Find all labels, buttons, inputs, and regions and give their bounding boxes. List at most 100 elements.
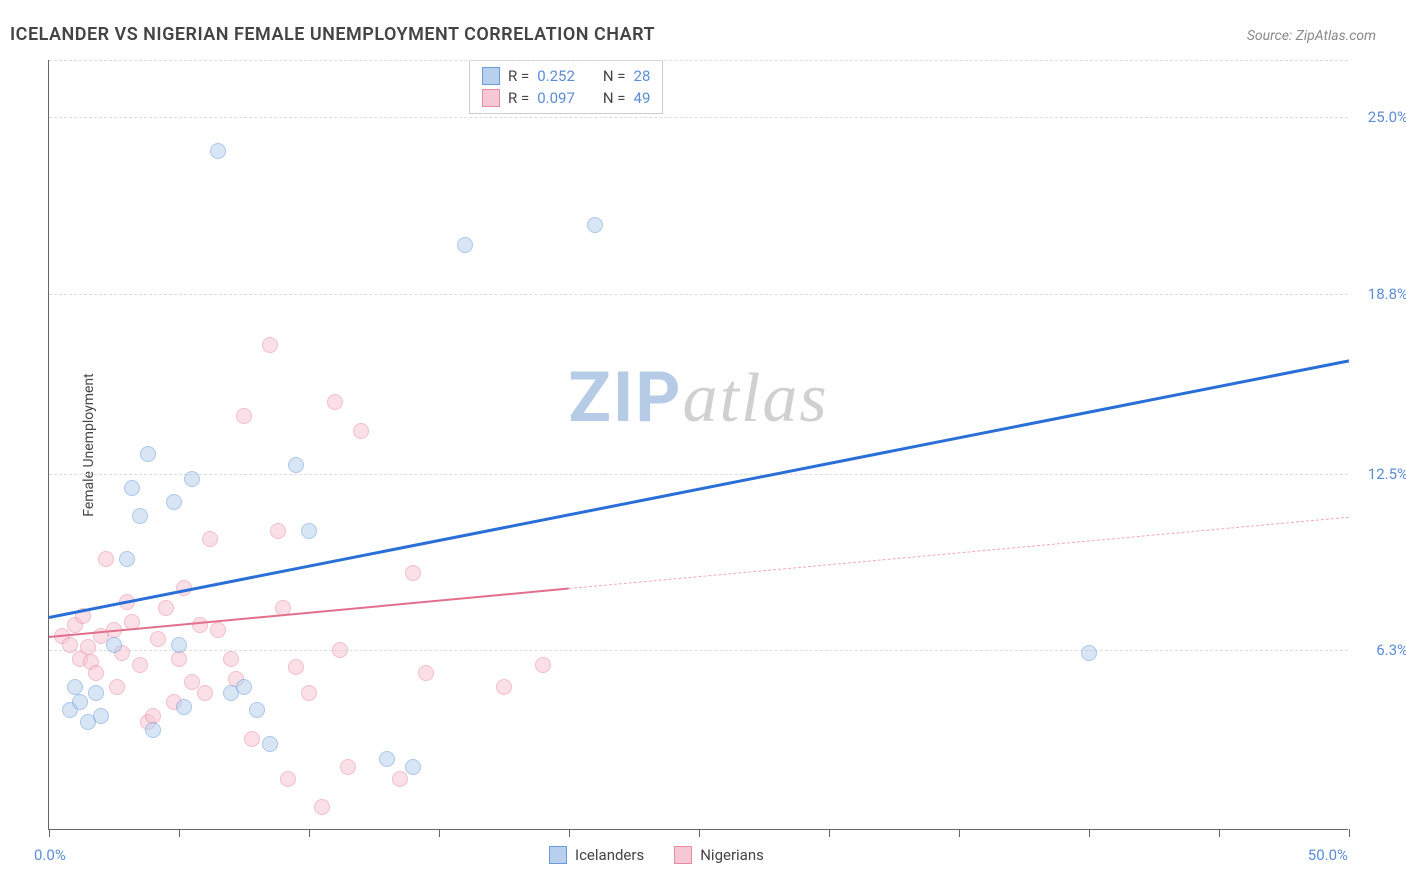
watermark-zip: ZIP: [568, 357, 682, 439]
scatter-point: [405, 759, 421, 775]
scatter-point: [202, 531, 218, 547]
trend-line: [49, 359, 1350, 619]
n-value: 49: [634, 89, 651, 107]
x-tick: [569, 829, 570, 837]
scatter-point: [270, 523, 286, 539]
x-tick: [179, 829, 180, 837]
chart-container: ICELANDER VS NIGERIAN FEMALE UNEMPLOYMEN…: [0, 0, 1406, 892]
scatter-point: [353, 423, 369, 439]
legend-swatch: [482, 67, 500, 85]
scatter-point: [262, 736, 278, 752]
scatter-point: [72, 694, 88, 710]
scatter-point: [98, 551, 114, 567]
scatter-point: [418, 665, 434, 681]
r-value: 0.097: [537, 89, 575, 107]
scatter-point: [301, 685, 317, 701]
chart-title: ICELANDER VS NIGERIAN FEMALE UNEMPLOYMEN…: [10, 24, 655, 45]
x-tick: [309, 829, 310, 837]
scatter-point: [210, 622, 226, 638]
scatter-point: [150, 631, 166, 647]
n-label: N =: [603, 89, 626, 107]
scatter-point: [288, 659, 304, 675]
legend-series: Icelanders Nigerians: [549, 846, 764, 864]
scatter-point: [192, 617, 208, 633]
legend-series-item: Nigerians: [674, 846, 764, 864]
scatter-point: [405, 565, 421, 581]
scatter-point: [496, 679, 512, 695]
scatter-point: [587, 217, 603, 233]
gridline: [49, 294, 1348, 295]
y-tick-label: 12.5%: [1368, 465, 1406, 483]
scatter-point: [314, 799, 330, 815]
scatter-point: [288, 457, 304, 473]
scatter-point: [124, 480, 140, 496]
x-tick: [699, 829, 700, 837]
watermark: ZIPatlas: [568, 357, 828, 439]
legend-stat-row: R = 0.252 N = 28: [482, 65, 650, 87]
y-tick-label: 6.3%: [1376, 641, 1406, 659]
legend-stat-row: R = 0.097 N = 49: [482, 87, 650, 109]
x-axis-min-label: 0.0%: [34, 846, 66, 864]
legend-stats: R = 0.252 N = 28 R = 0.097 N = 49: [469, 60, 663, 114]
legend-series-item: Icelanders: [549, 846, 644, 864]
scatter-point: [535, 657, 551, 673]
scatter-point: [62, 637, 78, 653]
legend-series-label: Icelanders: [575, 846, 644, 864]
gridline: [49, 650, 1348, 651]
scatter-point: [109, 679, 125, 695]
plot-area: Female Unemployment ZIPatlas R = 0.252 N =…: [48, 60, 1348, 830]
scatter-point: [176, 699, 192, 715]
scatter-point: [197, 685, 213, 701]
x-tick: [829, 829, 830, 837]
scatter-point: [158, 600, 174, 616]
n-label: N =: [603, 67, 626, 85]
legend-series-label: Nigerians: [700, 846, 764, 864]
x-tick: [439, 829, 440, 837]
scatter-point: [119, 551, 135, 567]
scatter-point: [171, 651, 187, 667]
n-value: 28: [634, 67, 651, 85]
scatter-point: [88, 685, 104, 701]
scatter-point: [332, 642, 348, 658]
gridline: [49, 117, 1348, 118]
scatter-point: [184, 471, 200, 487]
gridline: [49, 60, 1348, 61]
gridline: [49, 474, 1348, 475]
scatter-point: [145, 722, 161, 738]
x-tick: [49, 829, 50, 837]
x-tick: [959, 829, 960, 837]
scatter-point: [93, 708, 109, 724]
r-label: R =: [508, 89, 529, 107]
source-attribution: Source: ZipAtlas.com: [1247, 28, 1376, 44]
x-axis-max-label: 50.0%: [1308, 846, 1348, 864]
scatter-point: [392, 771, 408, 787]
r-value: 0.252: [537, 67, 575, 85]
y-tick-label: 18.8%: [1368, 285, 1406, 303]
scatter-point: [379, 751, 395, 767]
scatter-point: [171, 637, 187, 653]
scatter-point: [132, 657, 148, 673]
scatter-point: [1081, 645, 1097, 661]
y-tick-label: 25.0%: [1368, 108, 1406, 126]
scatter-point: [327, 394, 343, 410]
trend-line: [569, 516, 1349, 588]
scatter-point: [457, 237, 473, 253]
watermark-atlas: atlas: [682, 360, 828, 437]
r-label: R =: [508, 67, 529, 85]
scatter-point: [88, 665, 104, 681]
scatter-point: [249, 702, 265, 718]
scatter-point: [223, 651, 239, 667]
legend-swatch: [674, 846, 692, 864]
legend-swatch: [482, 89, 500, 107]
scatter-point: [132, 508, 148, 524]
scatter-point: [184, 674, 200, 690]
y-axis-title: Female Unemployment: [81, 373, 97, 517]
scatter-point: [106, 637, 122, 653]
x-tick: [1349, 829, 1350, 837]
scatter-point: [236, 408, 252, 424]
scatter-point: [140, 446, 156, 462]
scatter-point: [340, 759, 356, 775]
scatter-point: [210, 143, 226, 159]
scatter-point: [280, 771, 296, 787]
scatter-point: [166, 494, 182, 510]
